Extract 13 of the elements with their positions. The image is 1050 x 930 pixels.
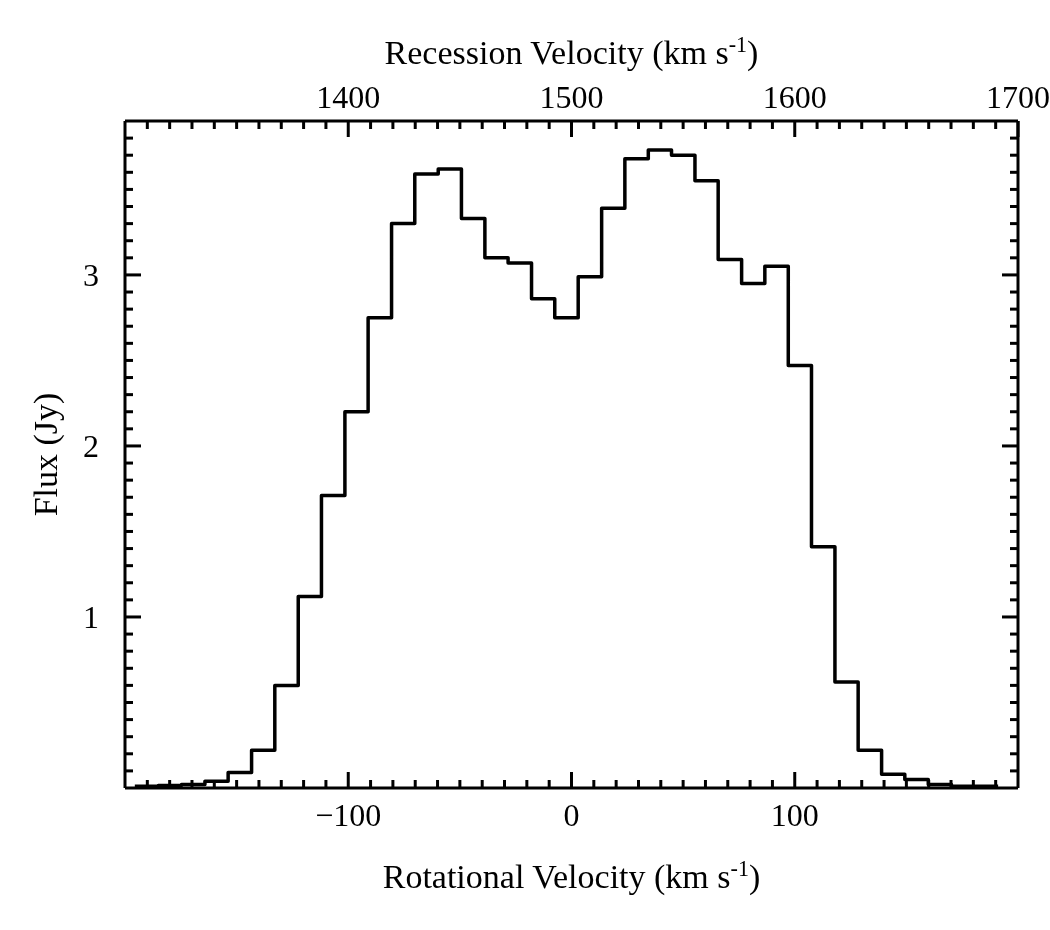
x2-tick-label: 1600 <box>762 79 827 115</box>
x2-tick-label: 1700 <box>986 79 1050 115</box>
x2-tick-label: 1500 <box>539 79 604 115</box>
y-tick-label: 1 <box>83 598 99 635</box>
x2-tick-label: 1400 <box>316 79 381 115</box>
x-tick-label: −100 <box>315 797 382 833</box>
x-axis-title: Rotational Velocity (km s$^{-1}$) <box>382 855 761 896</box>
x-tick-label: 0 <box>563 797 580 833</box>
y-axis-title: Flux (Jy) <box>27 392 65 517</box>
y-tick-label: 2 <box>83 427 99 464</box>
x-tick-label: 100 <box>770 797 819 833</box>
x2-axis-title: Recession Velocity (km s$^{-1}$) <box>384 31 759 72</box>
y-tick-label: 3 <box>83 256 99 293</box>
